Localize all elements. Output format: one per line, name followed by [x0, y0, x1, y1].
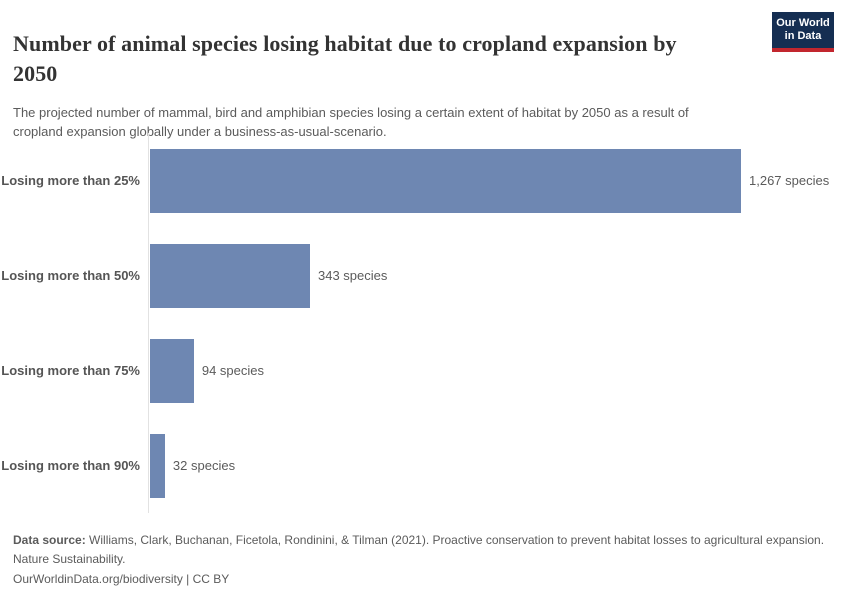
- bar[interactable]: [150, 148, 741, 213]
- subtitle-line-1: The projected number of mammal, bird and…: [13, 105, 689, 121]
- bar-zone: 32 species: [148, 433, 850, 498]
- bar-row: Losing more than 25% 1,267 species: [0, 133, 850, 228]
- bar-row: Losing more than 90% 32 species: [0, 418, 850, 513]
- bar-row: Losing more than 75% 94 species: [0, 323, 850, 418]
- value-label: 32 species: [172, 458, 236, 473]
- subtitle-line-2: cropland expansion globally under a busi…: [13, 124, 387, 140]
- title-line-2: 2050: [13, 60, 58, 86]
- data-source-note: Data source: Williams, Clark, Buchanan, …: [13, 531, 837, 568]
- bar-zone: 94 species: [148, 338, 850, 403]
- bar-zone: 1,267 species: [148, 148, 850, 213]
- category-label: Losing more than 75%: [1, 363, 140, 378]
- bar[interactable]: [150, 243, 310, 308]
- license-line: OurWorldinData.org/biodiversity | CC BY: [13, 572, 230, 586]
- bar-row: Losing more than 50% 343 species: [0, 228, 850, 323]
- bar[interactable]: [150, 338, 194, 403]
- title-line-1: Number of animal species losing habitat …: [13, 30, 677, 56]
- owid-logo-line-2: in Data: [784, 30, 822, 42]
- y-axis-line: [148, 133, 149, 513]
- owid-logo[interactable]: Our World in Data: [772, 12, 834, 52]
- chart-subtitle: The projected number of mammal, bird and…: [13, 103, 813, 141]
- page-title: Number of animal species losing habitat …: [13, 29, 758, 89]
- data-source-text: Williams, Clark, Buchanan, Ficetola, Ron…: [13, 533, 825, 566]
- category-label: Losing more than 25%: [1, 173, 140, 188]
- bar-rows: Losing more than 25% 1,267 species Losing …: [0, 133, 850, 513]
- bar-zone: 343 species: [148, 243, 850, 308]
- value-label: 1,267 species: [749, 173, 830, 188]
- owid-logo-line-1: Our World: [776, 17, 830, 29]
- category-label: Losing more than 90%: [1, 458, 140, 473]
- value-label: 343 species: [317, 268, 388, 283]
- data-source-label: Data source:: [13, 533, 86, 547]
- bar[interactable]: [150, 433, 165, 498]
- chart-footer: Data source: Williams, Clark, Buchanan, …: [13, 531, 837, 589]
- value-label: 94 species: [201, 363, 264, 378]
- category-label: Losing more than 50%: [1, 268, 140, 283]
- bar-chart: Losing more than 25% 1,267 species Losing …: [0, 133, 850, 513]
- chart-header: Number of animal species losing habitat …: [13, 14, 837, 154]
